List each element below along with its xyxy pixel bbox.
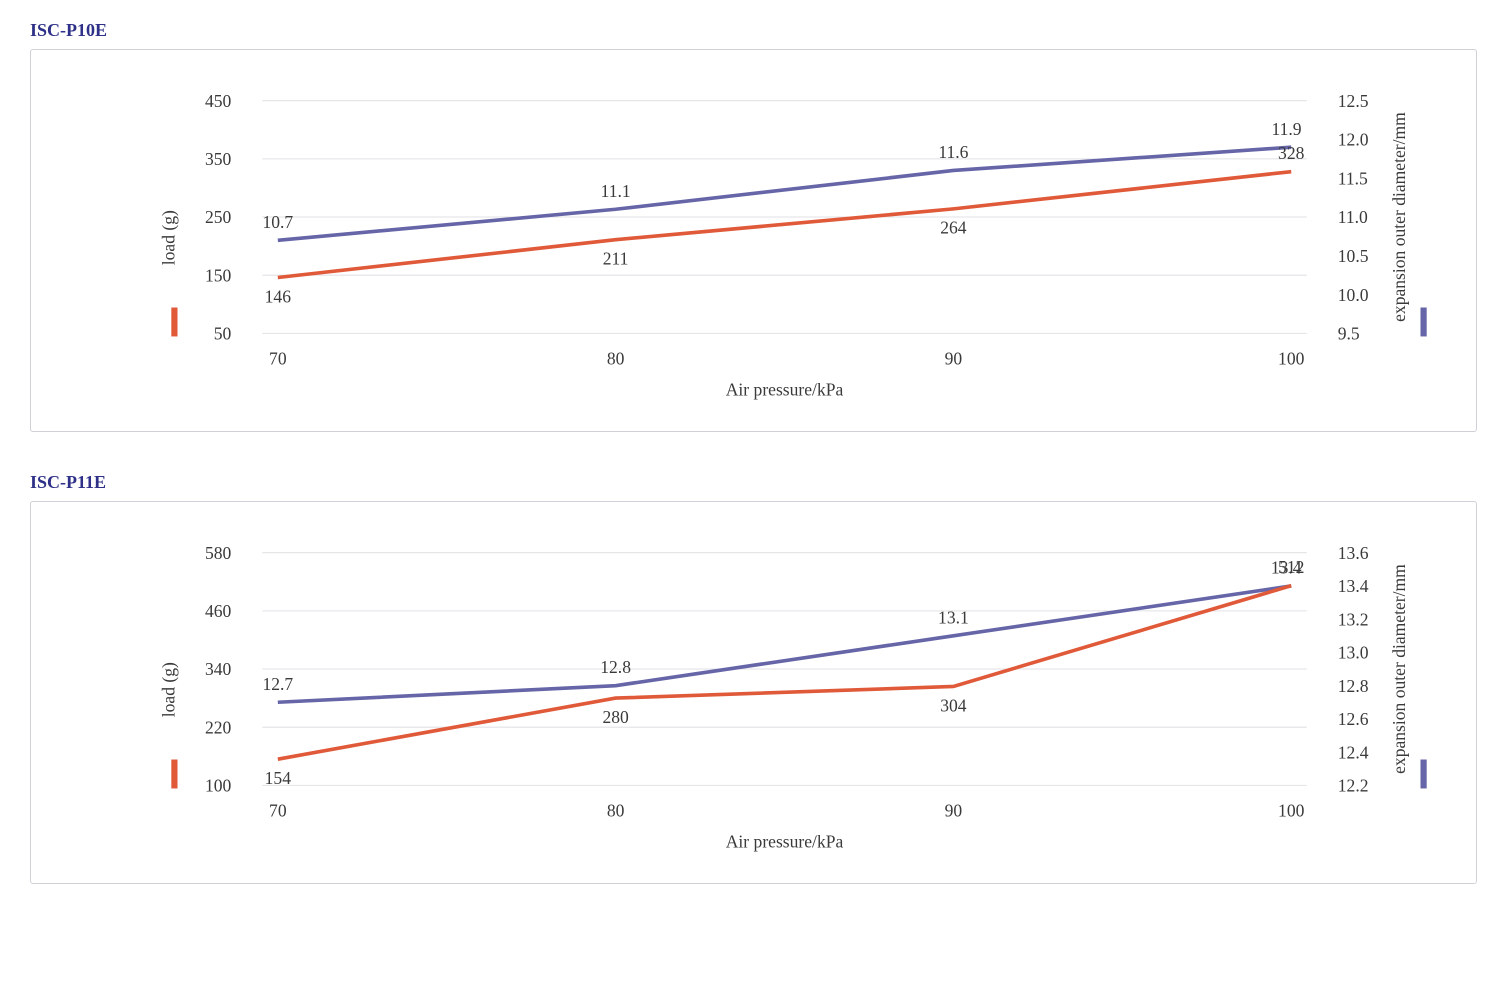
load-data-label: 146: [265, 286, 292, 306]
y1-tick-label: 350: [205, 149, 232, 169]
y1-axis-label: load (g): [158, 210, 178, 265]
x-tick-label: 80: [607, 800, 625, 820]
load-data-label: 154: [265, 768, 292, 788]
diameter-data-label: 12.7: [262, 674, 293, 694]
diameter-data-label: 10.7: [262, 212, 293, 232]
diameter-data-label: 11.9: [1271, 119, 1301, 139]
y1-tick-label: 250: [205, 207, 232, 227]
y1-tick-label: 50: [214, 324, 232, 344]
x-tick-label: 70: [269, 348, 287, 368]
y1-tick-label: 220: [205, 717, 232, 737]
diameter-series-line: [278, 147, 1291, 240]
load-data-label: 264: [940, 218, 967, 238]
load-data-label: 512: [1278, 557, 1304, 577]
y2-tick-label: 12.4: [1338, 742, 1369, 762]
y2-tick-label: 11.5: [1338, 168, 1368, 188]
y2-tick-label: 10.0: [1338, 285, 1369, 305]
y1-tick-label: 150: [205, 265, 232, 285]
diameter-series-line: [278, 586, 1291, 702]
x-tick-label: 70: [269, 800, 287, 820]
y1-tick-label: 100: [205, 775, 232, 795]
y2-tick-label: 12.2: [1338, 775, 1369, 795]
y2-tick-label: 12.8: [1338, 676, 1369, 696]
y2-tick-label: 13.2: [1338, 609, 1369, 629]
y1-axis-label: load (g): [158, 662, 178, 717]
y2-axis-label: expansion outer diameter/mm: [1389, 564, 1409, 774]
diameter-data-label: 12.8: [600, 657, 631, 677]
y1-tick-label: 580: [205, 543, 232, 563]
x-axis-label: Air pressure/kPa: [726, 379, 844, 399]
y2-tick-label: 13.4: [1338, 576, 1369, 596]
chart-box: 100 220 340 460 580 12.2 12.4 12.6 12.8 13.0 13.2 1…: [30, 501, 1477, 884]
load-data-label: 211: [603, 249, 629, 269]
diameter-data-label: 13.1: [938, 607, 969, 627]
y2-tick-label: 12.5: [1338, 91, 1369, 111]
charts-container: ISC-P10E 50 150 250 350 450 9.5 10.0 10.5 11.0 11.…: [30, 20, 1477, 884]
y2-tick-label: 13.0: [1338, 643, 1369, 663]
x-tick-label: 100: [1278, 800, 1305, 820]
y1-tick-label: 340: [205, 659, 232, 679]
y2-tick-label: 12.6: [1338, 709, 1369, 729]
load-data-label: 280: [602, 707, 629, 727]
y2-tick-label: 11.0: [1338, 207, 1368, 227]
load-series-line: [278, 586, 1291, 760]
chart-title: ISC-P11E: [30, 472, 1477, 493]
chart-svg: 50 150 250 350 450 9.5 10.0 10.5 11.0 11.5 12.0 12.…: [71, 80, 1436, 411]
load-data-label: 328: [1278, 143, 1305, 163]
y2-tick-label: 12.0: [1338, 130, 1369, 150]
load-data-label: 304: [940, 695, 967, 715]
x-tick-label: 100: [1278, 348, 1305, 368]
y1-tick-label: 450: [205, 91, 232, 111]
diameter-data-label: 11.1: [601, 181, 631, 201]
y2-tick-label: 10.5: [1338, 246, 1369, 266]
y2-axis-label: expansion outer diameter/mm: [1389, 112, 1409, 322]
y2-tick-label: 9.5: [1338, 324, 1360, 344]
x-tick-label: 90: [945, 348, 963, 368]
chart-svg: 100 220 340 460 580 12.2 12.4 12.6 12.8 13.0 13.2 1…: [71, 532, 1436, 863]
x-axis-label: Air pressure/kPa: [726, 831, 844, 851]
x-tick-label: 90: [945, 800, 963, 820]
diameter-data-label: 11.6: [938, 142, 968, 162]
y2-tick-label: 13.6: [1338, 543, 1369, 563]
chart-box: 50 150 250 350 450 9.5 10.0 10.5 11.0 11.5 12.0 12.…: [30, 49, 1477, 432]
x-tick-label: 80: [607, 348, 625, 368]
y1-tick-label: 460: [205, 601, 232, 621]
chart-title: ISC-P10E: [30, 20, 1477, 41]
